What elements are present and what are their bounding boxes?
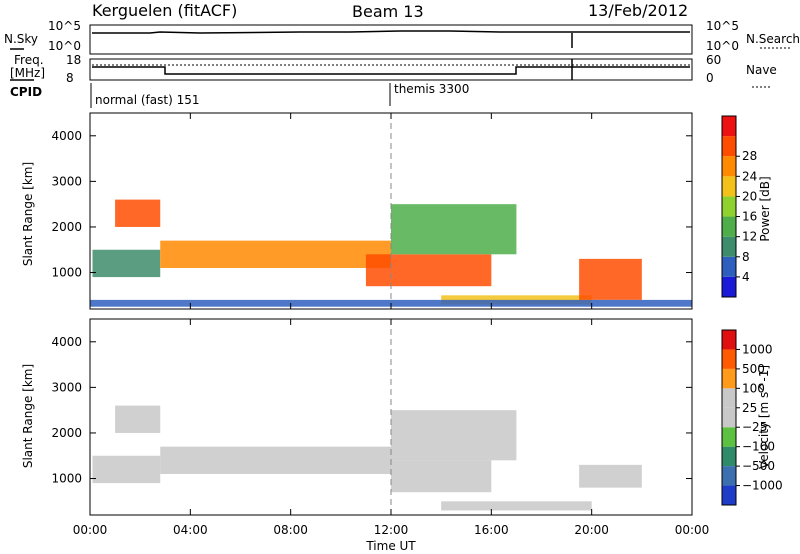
time-tick-label: 00:00 [675, 523, 710, 537]
power-region [579, 258, 642, 300]
range-tick-label: 3000 [51, 174, 82, 188]
power-colorbar: 4 8 12 16 20 24 28 [721, 115, 757, 298]
time-tick-label: 00:00 [73, 523, 108, 537]
freq-tick-high: 18 [66, 53, 81, 67]
nsky-label: N.Sky [4, 32, 38, 46]
colorbar-segment [722, 176, 736, 197]
cpid-segment-1: normal (fast) 151 [95, 93, 199, 107]
power-region [160, 240, 391, 268]
velocity-colorbar-tick-label: −1000 [742, 479, 783, 493]
velocity-colorbar-tick-label: 1000 [742, 342, 773, 356]
colorbar-segment [722, 136, 736, 157]
nsky-tick-low: 10^0 [48, 39, 81, 53]
nsearch-label: N.Search [746, 32, 800, 46]
power-region [92, 249, 161, 278]
velocity-range-axis-title: Slant Range [km] [21, 364, 35, 468]
cpid-label: CPID [10, 85, 42, 99]
colorbar-segment [722, 407, 736, 428]
range-tick-label: 1000 [51, 472, 82, 486]
power-colorbar-tick-label: 4 [742, 270, 750, 284]
station-title: Kerguelen (fitACF) [92, 1, 237, 20]
colorbar-segment [722, 196, 736, 217]
colorbar-segment [722, 349, 736, 369]
power-colorbar-tick-label: 28 [742, 149, 757, 163]
velocity-region [92, 455, 161, 484]
date-title: 13/Feb/2012 [588, 1, 688, 20]
power-colorbar-tick-label: 8 [742, 250, 750, 264]
colorbar-segment [722, 368, 736, 389]
time-tick-label: 04:00 [173, 523, 208, 537]
freq-tick-low: 8 [66, 71, 74, 85]
velocity-region [391, 460, 492, 493]
time-tick-label: 08:00 [273, 523, 308, 537]
colorbar-segment [722, 446, 736, 467]
power-colorbar-tick-label: 20 [742, 189, 757, 203]
velocity-colorbar-tick-label: −25 [742, 420, 767, 434]
nave-tick-low: 0 [706, 71, 714, 85]
velocity-region [160, 446, 391, 474]
time-tick-label: 12:00 [374, 523, 409, 537]
velocity-colorbar: 1000 500 100 25 −25 −100 −500 −1000 [721, 329, 783, 506]
velocity-colorbar-tick-label: 100 [742, 381, 765, 395]
velocity-data-layer [92, 405, 642, 511]
colorbar-frame [721, 115, 737, 298]
power-colorbar-title: Power [dB] [758, 176, 772, 241]
nsky-panel [89, 24, 693, 55]
power-colorbar-tick-label: 24 [742, 169, 757, 183]
velocity-colorbar-tick-label: −500 [742, 459, 775, 473]
colorbar-segment [722, 388, 736, 408]
velocity-colorbar-tick-label: −100 [742, 440, 775, 454]
nsearch-tick-high: 10^5 [706, 19, 739, 33]
colorbar-segment [722, 485, 736, 505]
range-tick-label: 2000 [51, 220, 82, 234]
velocity-colorbar-tick-label: 500 [742, 362, 765, 376]
power-colorbar-tick-label: 16 [742, 210, 757, 224]
velocity-region [441, 501, 592, 511]
velocity-region [391, 410, 517, 461]
velocity-colorbar-tick-label: 25 [742, 401, 757, 415]
colorbar-segment [722, 427, 736, 447]
velocity-region [579, 464, 642, 488]
range-tick-label: 1000 [51, 266, 82, 280]
nsky-tick-high: 10^5 [48, 19, 81, 33]
beam-title: Beam 13 [352, 2, 424, 21]
time-axis-title: Time UT [365, 539, 416, 553]
colorbar-segment [722, 216, 736, 237]
range-tick-label: 2000 [51, 426, 82, 440]
nave-tick-high: 60 [706, 53, 721, 67]
colorbar-segment [722, 330, 736, 350]
time-tick-label: 16:00 [474, 523, 509, 537]
colorbar-frame [721, 329, 737, 506]
cpid-segment-2: themis 3300 [394, 82, 469, 96]
power-panel [89, 112, 693, 310]
power-region [365, 254, 492, 287]
time-tick-label: 20:00 [574, 523, 609, 537]
nsearch-tick-low: 10^0 [706, 39, 739, 53]
power-region [391, 204, 517, 255]
colorbar-segment [722, 236, 736, 257]
velocity-colorbar-title: Velocity [m s^-1] [757, 365, 771, 469]
colorbar-segment [722, 466, 736, 486]
range-tick-label: 3000 [51, 380, 82, 394]
velocity-region [115, 405, 161, 433]
colorbar-segment [722, 116, 736, 137]
power-colorbar-tick-label: 12 [742, 230, 757, 244]
velocity-panel [89, 318, 693, 516]
freq-unit-label: [MHz] [10, 66, 45, 80]
colorbar-segment [722, 276, 736, 297]
nave-label: Nave [746, 63, 777, 77]
colorbar-segment [722, 156, 736, 177]
range-tick-label: 4000 [51, 129, 82, 143]
freq-label: Freq. [14, 53, 44, 67]
power-region [115, 199, 161, 227]
freq-panel [89, 58, 693, 81]
power-range-axis-title: Slant Range [km] [21, 162, 35, 266]
colorbar-segment [722, 256, 736, 277]
range-tick-label: 4000 [51, 335, 82, 349]
